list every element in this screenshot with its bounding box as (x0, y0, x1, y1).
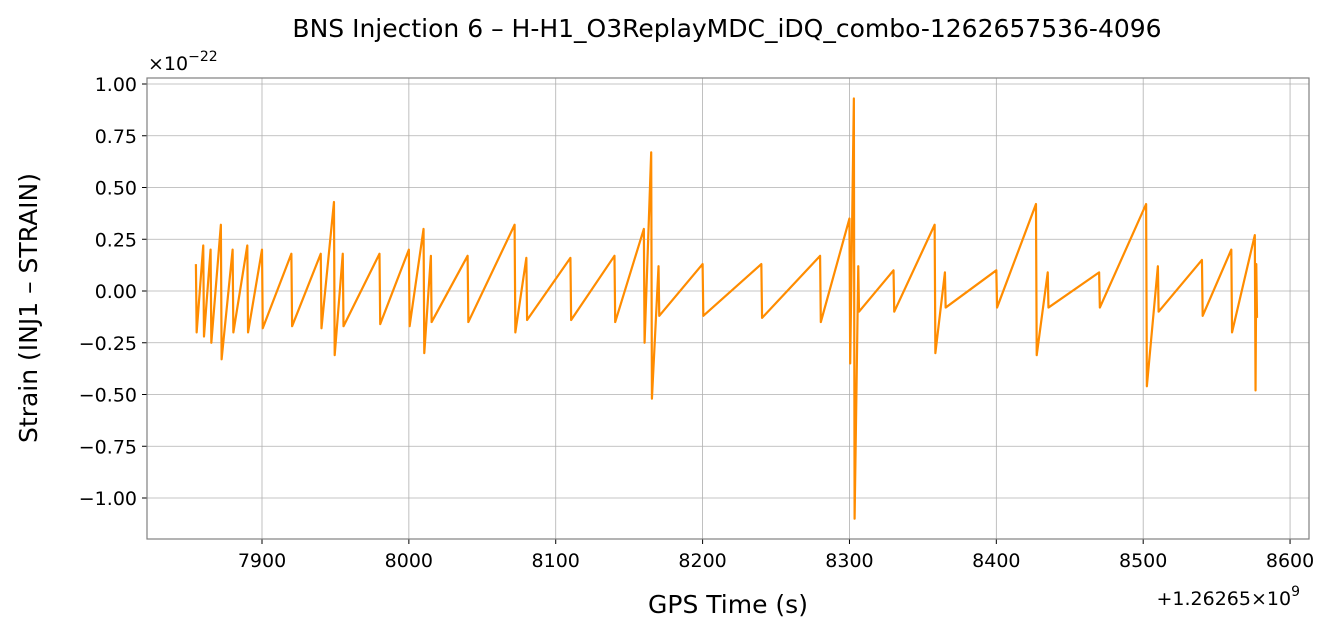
y-tick-label: 1.00 (95, 74, 137, 96)
y-offset-exponent: −22 (188, 49, 218, 65)
x-tick-label: 8500 (1119, 550, 1167, 572)
y-tick-label: −0.25 (79, 333, 137, 355)
y-tick-label: −1.00 (79, 488, 137, 510)
x-tick-label: 8100 (532, 550, 580, 572)
y-tick-label: −0.50 (79, 385, 137, 407)
y-offset-base: ×10 (148, 53, 188, 75)
x-tick-label: 8300 (825, 550, 873, 572)
y-tick-label: −0.75 (79, 436, 137, 458)
x-tick-label: 8400 (972, 550, 1020, 572)
y-tick-label: 0.25 (95, 229, 137, 251)
x-tick-label: 7900 (238, 550, 286, 572)
y-tick-label: 0.00 (95, 281, 137, 303)
x-tick-label: 8000 (385, 550, 433, 572)
y-tick-label: 0.50 (95, 178, 137, 200)
chart-title: BNS Injection 6 – H-H1_O3ReplayMDC_iDQ_c… (292, 14, 1161, 43)
y-axis-label: Strain (INJ1 – STRAIN) (14, 173, 43, 443)
y-offset: ×10−22 (148, 49, 218, 75)
x-tick-label: 8600 (1266, 550, 1314, 572)
x-tick-label: 8200 (678, 550, 726, 572)
data-line (194, 97, 1259, 520)
x-offset-exponent: 9 (1291, 584, 1300, 600)
plot-frame (146, 77, 1310, 540)
y-tick-label: 0.75 (95, 126, 137, 148)
x-axis-label: GPS Time (s) (648, 590, 808, 619)
x-offset-base: +1.26265×10 (1156, 588, 1291, 610)
x-offset: +1.26265×109 (1156, 584, 1300, 610)
